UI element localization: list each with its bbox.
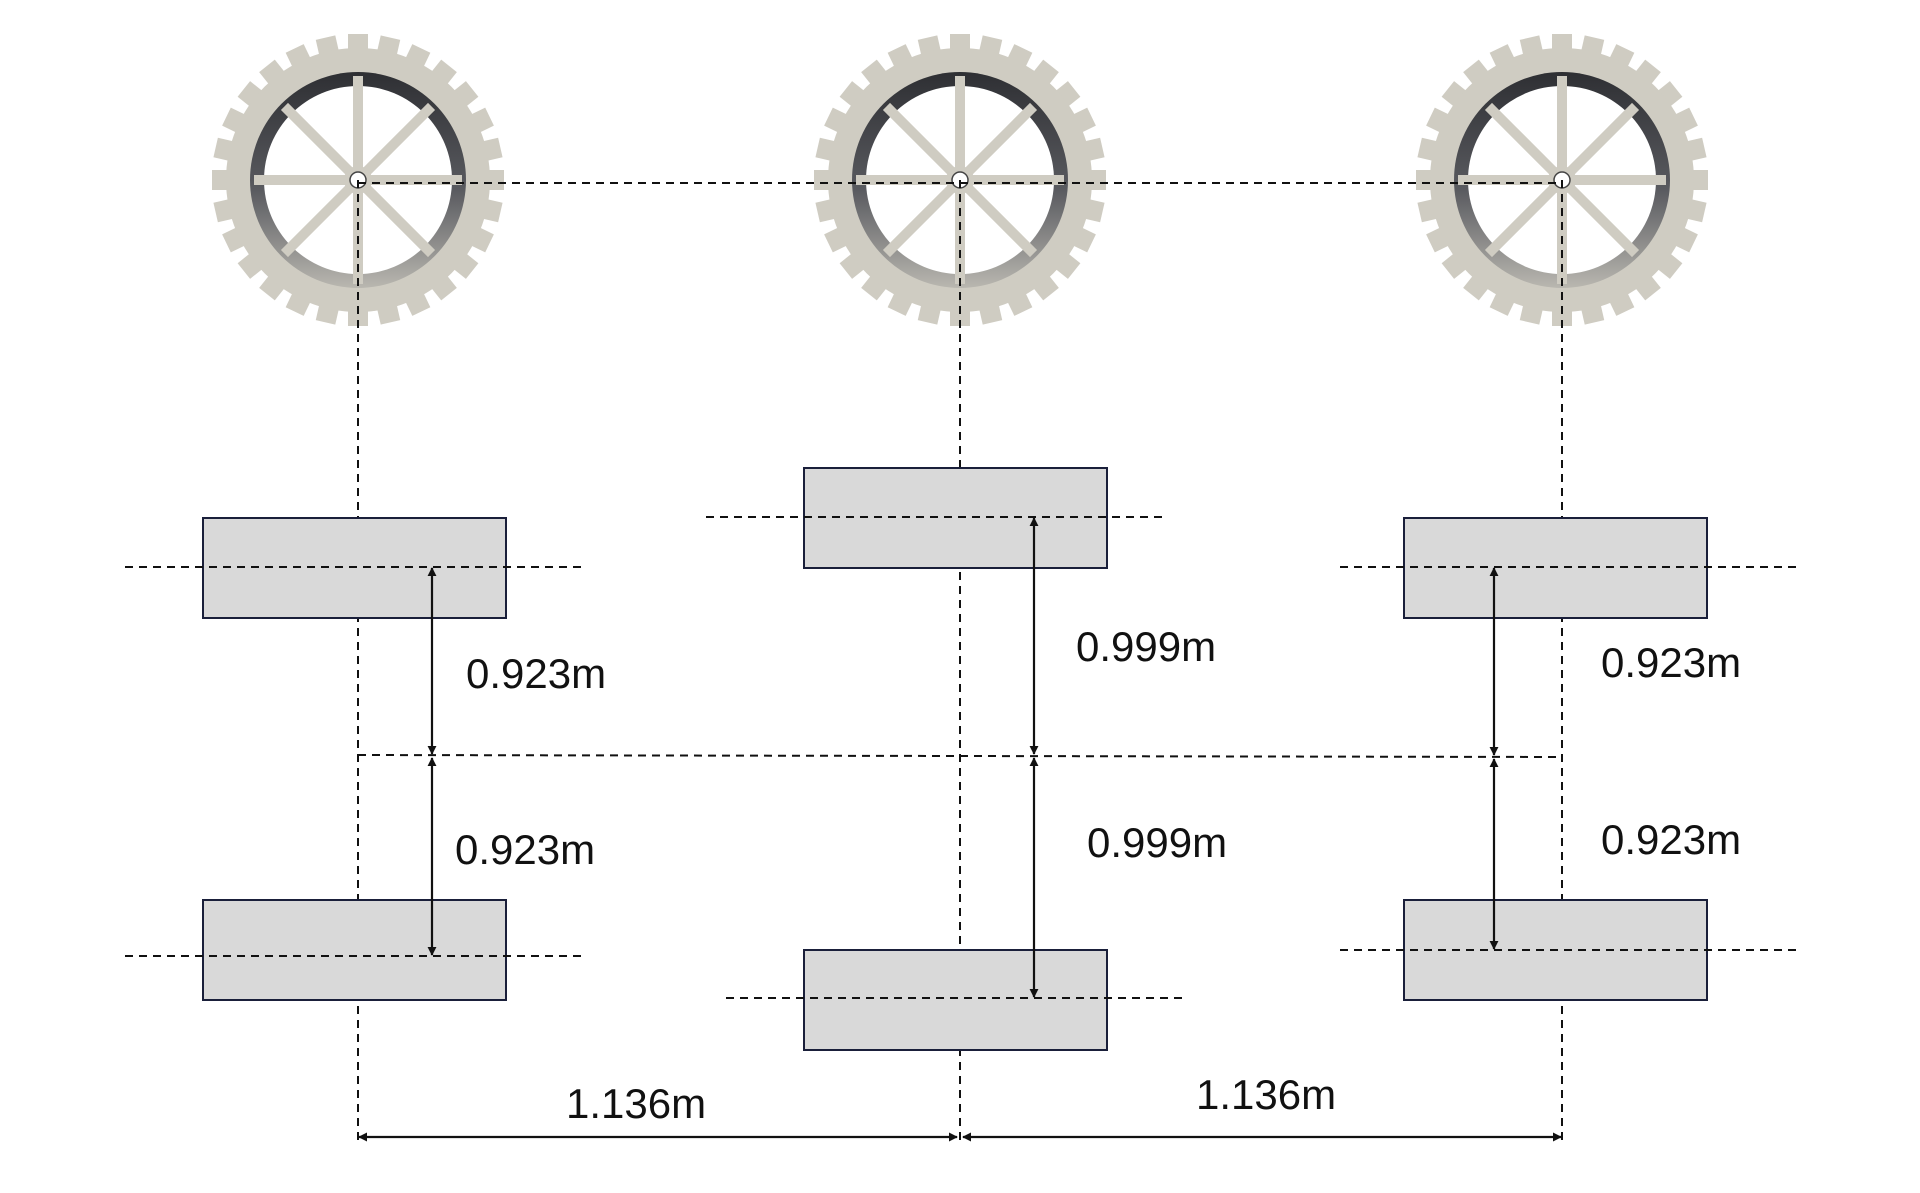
label-middle-upper: 0.999m: [1076, 623, 1216, 670]
spoke: [354, 176, 436, 258]
contact-boxes: [202, 467, 1708, 1051]
spoke: [254, 175, 358, 185]
label-right-lower: 0.923m: [1601, 816, 1741, 863]
spoke: [353, 76, 363, 180]
spoke: [1484, 102, 1566, 184]
spoke: [882, 102, 964, 184]
spoke: [1562, 175, 1666, 185]
spoke: [955, 180, 965, 284]
vertical-dimension-arrows: [427, 517, 1499, 998]
spoke: [353, 180, 363, 284]
spoke: [280, 102, 362, 184]
spoke: [882, 176, 964, 258]
box-left-lower: [202, 899, 507, 1001]
spoke: [354, 102, 436, 184]
label-left-lower: 0.923m: [455, 826, 595, 873]
horizontal-dashed-lines: [125, 516, 1800, 999]
label-middle-lower: 0.999m: [1087, 819, 1227, 866]
spoke: [955, 76, 965, 180]
spoke: [1558, 176, 1640, 258]
label-right-upper: 0.923m: [1601, 639, 1741, 686]
label-bottom-right: 1.136m: [1196, 1071, 1336, 1118]
label-bottom-left: 1.136m: [566, 1080, 706, 1127]
spoke: [956, 102, 1038, 184]
dimension-labels: 0.923m 0.923m 0.999m 0.999m 0.923m 0.923…: [455, 623, 1741, 1127]
box-middle-lower: [803, 949, 1108, 1051]
spoke: [956, 176, 1038, 258]
dash-midline: [357, 754, 1563, 758]
wheel-middle-icon: [814, 34, 1106, 326]
label-left-upper: 0.923m: [466, 650, 606, 697]
spoke: [1558, 102, 1640, 184]
spoke: [1484, 176, 1566, 258]
spoke: [1557, 180, 1567, 284]
spoke: [280, 176, 362, 258]
spoke: [1557, 76, 1567, 180]
